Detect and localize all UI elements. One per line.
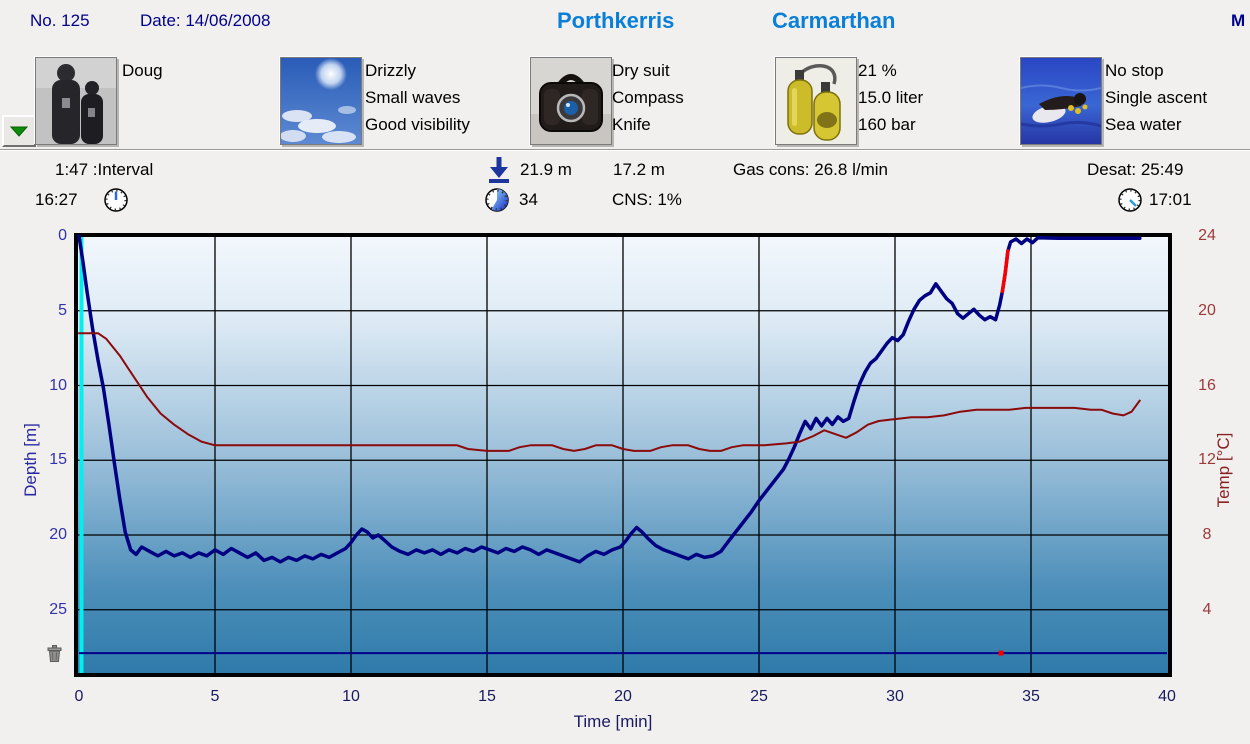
- dive-type-photo[interactable]: [1020, 57, 1102, 145]
- diver-surface-icon: [1021, 58, 1101, 144]
- trash-icon[interactable]: [45, 644, 64, 663]
- dive-type-line-3: Sea water: [1105, 115, 1182, 134]
- tank-line-1: 21 %: [858, 61, 897, 80]
- axis-tick: 20: [49, 526, 67, 543]
- location-name: Carmarthan: [772, 8, 896, 33]
- temp-axis-label: Temp [°C]: [1214, 432, 1233, 508]
- cns-value: CNS: 1%: [612, 190, 682, 209]
- divers-photo-icon: [36, 58, 116, 144]
- weather-line-1: Drizzly: [365, 61, 416, 80]
- desat-time: Desat: 25:49: [1087, 160, 1184, 179]
- axis-tick: 5: [210, 688, 220, 705]
- camera-bag-icon: [531, 58, 611, 144]
- scuba-tanks-icon: [776, 58, 856, 144]
- weather-line-2: Small waves: [365, 88, 461, 107]
- axis-tick: 0: [58, 227, 67, 244]
- entry-time: 16:27: [35, 190, 78, 209]
- entry-clock-icon: [104, 188, 128, 212]
- max-depth-icon: [489, 157, 509, 183]
- dive-number: No. 125: [30, 11, 90, 30]
- axis-tick: 25: [49, 600, 67, 618]
- time-axis-label: Time [min]: [573, 712, 653, 731]
- divider: [0, 149, 1250, 151]
- site-name: Porthkerris: [557, 8, 675, 33]
- clipped-right-label: M: [1231, 11, 1246, 30]
- equipment-line-2: Compass: [612, 88, 684, 107]
- axis-tick: 0: [74, 688, 84, 705]
- axis-tick: 15: [478, 688, 496, 705]
- axis-tick: 8: [1202, 526, 1212, 543]
- buddy-name: Doug: [122, 61, 163, 80]
- axis-tick: 15: [49, 451, 67, 469]
- axis-tick: 25: [750, 688, 768, 705]
- dive-time-value: 34: [519, 190, 538, 209]
- axis-tick: 5: [58, 301, 67, 319]
- dive-date: Date: 14/06/2008: [140, 11, 271, 30]
- axis-tick: 24: [1198, 227, 1216, 244]
- chevron-down-icon: [9, 126, 29, 137]
- dive-select-dropdown-button[interactable]: [2, 115, 36, 147]
- avg-depth-value: 17.2 m: [613, 160, 665, 179]
- axis-tick: 30: [886, 688, 904, 705]
- axis-tick: 20: [614, 688, 632, 705]
- axis-tick: 16: [1198, 376, 1216, 394]
- tank-photo[interactable]: [775, 57, 857, 145]
- dive-profile-plot: [74, 233, 1172, 677]
- axis-tick: 40: [1158, 688, 1176, 705]
- dive-type-line-1: No stop: [1105, 61, 1164, 80]
- axis-tick: 12: [1198, 451, 1216, 469]
- buddy-photo[interactable]: [35, 57, 117, 145]
- tank-line-3: 160 bar: [858, 115, 916, 134]
- surface-interval: 1:47 :Interval: [55, 160, 154, 179]
- weather-sky-icon: [281, 58, 361, 144]
- dive-time-icon: [485, 188, 509, 212]
- axis-tick: 4: [1202, 600, 1212, 618]
- weather-photo[interactable]: [280, 57, 362, 145]
- equipment-line-3: Knife: [612, 115, 651, 134]
- axis-tick: 10: [49, 376, 67, 394]
- tank-line-2: 15.0 liter: [858, 88, 924, 107]
- weather-line-3: Good visibility: [365, 115, 470, 134]
- exit-clock-icon: [1118, 188, 1142, 212]
- max-depth-value: 21.9 m: [520, 160, 572, 179]
- equipment-line-1: Dry suit: [612, 61, 670, 80]
- equipment-photo[interactable]: [530, 57, 612, 145]
- exit-time: 17:01: [1149, 190, 1192, 209]
- axis-tick: 10: [342, 688, 360, 705]
- axis-tick: 20: [1198, 301, 1216, 319]
- gas-consumption: Gas cons: 26.8 l/min: [733, 160, 888, 179]
- axis-tick: 35: [1022, 688, 1040, 705]
- dive-type-line-2: Single ascent: [1105, 88, 1208, 107]
